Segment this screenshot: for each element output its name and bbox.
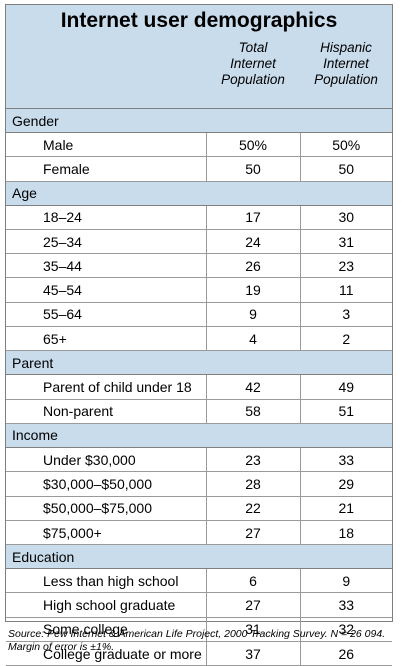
row-label: 45–54	[6, 277, 207, 303]
section-heading: Gender	[6, 108, 393, 133]
table-row: 25–34 24 31	[6, 229, 393, 255]
hispanic-value-cell: 31	[300, 229, 393, 255]
hispanic-value-cell: 33	[300, 447, 393, 473]
row-label: Female	[6, 156, 207, 182]
section-heading: Age	[6, 180, 393, 206]
row-label: High school graduate	[6, 592, 207, 618]
hispanic-value-cell: 32	[300, 617, 393, 643]
row-label: $75,000+	[6, 520, 207, 546]
table-body: Gender Male 50% 50% Female 50 50 Age 18–24 17 30 25…	[6, 108, 393, 666]
total-value-cell: 58	[206, 399, 301, 424]
total-value-cell: 17	[206, 205, 301, 230]
row-label: 55–64	[6, 302, 207, 328]
row-label: $50,000–$75,000	[6, 496, 207, 521]
section-row: Parent	[6, 350, 393, 376]
table-row: Some college 31 32	[6, 617, 393, 643]
hispanic-value-cell: 11	[300, 277, 393, 303]
total-value-cell: 9	[206, 302, 301, 328]
section-row: Gender	[6, 108, 393, 133]
row-label: Under $30,000	[6, 447, 207, 473]
table-row: 55–64 9 3	[6, 302, 393, 328]
table-row: $75,000+ 27 18	[6, 520, 393, 546]
total-value-cell: 28	[206, 471, 301, 497]
table-row: Less than high school 6 9	[6, 568, 393, 594]
column-header-total-line1: Total	[238, 40, 268, 55]
table-row: 65+ 4 2	[6, 326, 393, 352]
row-label: Non-parent	[6, 399, 207, 424]
total-value-cell: 42	[206, 374, 301, 400]
table-row: $50,000–$75,000 22 21	[6, 496, 393, 521]
row-label: 25–34	[6, 229, 207, 255]
table-row: Under $30,000 23 33	[6, 447, 393, 473]
hispanic-value-cell: 9	[300, 568, 393, 594]
demographics-table: Internet user demographics Total Interne…	[6, 5, 393, 666]
row-label: Male	[6, 132, 207, 158]
total-value-cell: 6	[206, 568, 301, 594]
hispanic-value-cell: 51	[300, 399, 393, 424]
hispanic-value-cell: 18	[300, 520, 393, 546]
table-row: $30,000–$50,000 28 29	[6, 471, 393, 497]
section-heading: Income	[6, 422, 393, 448]
hispanic-value-cell: 21	[300, 496, 393, 521]
hispanic-value-cell: 49	[300, 374, 393, 400]
column-header-hispanic: Hispanic Internet Population	[300, 39, 393, 109]
table-row: 35–44 26 23	[6, 253, 393, 279]
row-label: $30,000–$50,000	[6, 471, 207, 497]
table-row: Female 50 50	[6, 156, 393, 182]
section-row: Income	[6, 422, 393, 448]
section-heading: Parent	[6, 350, 393, 376]
column-header-total-line2: Internet	[230, 56, 276, 71]
demographics-table-frame: Internet user demographics Total Interne…	[5, 4, 393, 666]
hispanic-value-cell: 33	[300, 592, 393, 618]
table-row: High school graduate 27 33	[6, 592, 393, 618]
total-value-cell: 31	[206, 617, 301, 643]
hispanic-value-cell: 23	[300, 253, 393, 279]
row-label: Parent of child under 18	[6, 374, 207, 400]
total-value-cell: 50	[206, 156, 301, 182]
total-value-cell: 23	[206, 447, 301, 473]
total-value-cell: 27	[206, 520, 301, 546]
table-row: Non-parent 58 51	[6, 399, 393, 424]
total-value-cell: 22	[206, 496, 301, 521]
section-row: Education	[6, 544, 393, 570]
total-value-cell: 26	[206, 253, 301, 279]
hispanic-value-cell: 3	[300, 302, 393, 328]
total-value-cell: 4	[206, 326, 301, 352]
row-header-blank	[6, 39, 206, 109]
table-row: 18–24 17 30	[6, 205, 393, 230]
total-value-cell: 50%	[206, 132, 301, 158]
source-note: Source: Pew Internet & American Life Pro…	[8, 628, 386, 653]
column-header-total-line3: Population	[221, 72, 285, 87]
column-header-total: Total Internet Population	[206, 39, 300, 109]
column-header-hispanic-line3: Population	[314, 72, 378, 87]
hispanic-value-cell: 30	[300, 205, 393, 230]
column-header-hispanic-line2: Internet	[323, 56, 369, 71]
table-row: Parent of child under 18 42 49	[6, 374, 393, 400]
total-value-cell: 19	[206, 277, 301, 303]
hispanic-value-cell: 50	[300, 156, 393, 182]
section-heading: Education	[6, 544, 393, 570]
hispanic-value-cell: 29	[300, 471, 393, 497]
row-label: 18–24	[6, 205, 207, 230]
total-value-cell: 27	[206, 592, 301, 618]
hispanic-value-cell: 50%	[300, 132, 393, 158]
row-label: Some college	[6, 617, 207, 643]
hispanic-value-cell: 2	[300, 326, 393, 352]
row-label: Less than high school	[6, 568, 207, 594]
total-value-cell: 24	[206, 229, 301, 255]
table-title: Internet user demographics	[6, 5, 393, 40]
row-label: 35–44	[6, 253, 207, 279]
row-label: 65+	[6, 326, 207, 352]
table-row: Male 50% 50%	[6, 132, 393, 158]
section-row: Age	[6, 180, 393, 206]
table-row: 45–54 19 11	[6, 277, 393, 303]
column-header-hispanic-line1: Hispanic	[320, 40, 372, 55]
